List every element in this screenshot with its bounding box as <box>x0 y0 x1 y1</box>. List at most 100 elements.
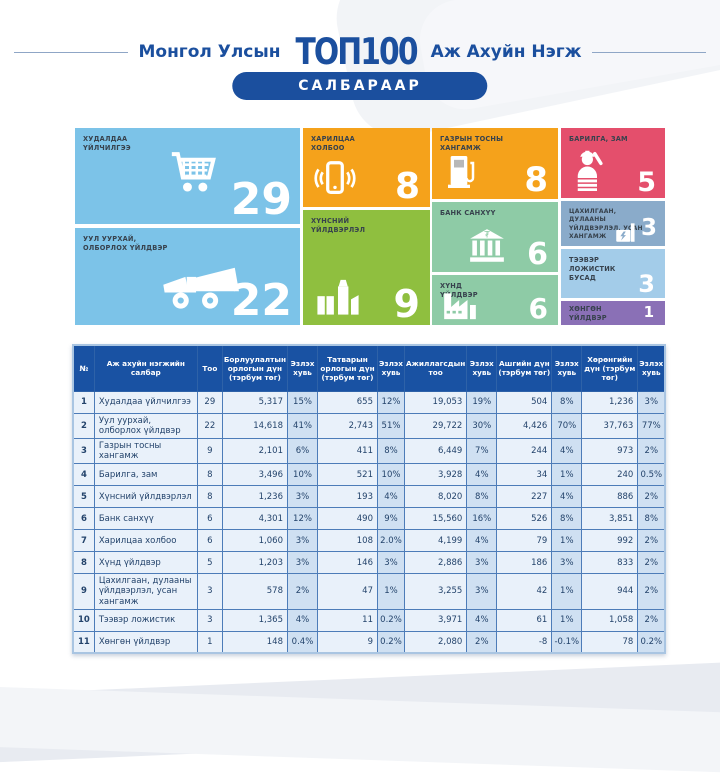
tile-heavy-industry: ХҮНД ҮЙЛДВЭР 6 <box>432 275 558 325</box>
cell-profit_pct: 1% <box>551 529 583 553</box>
cell-assets_pct: 2% <box>637 437 666 465</box>
cell-sector: Барилга, зам <box>93 463 198 487</box>
cell-employees_pct: 4% <box>466 608 498 632</box>
cell-employees_pct: 8% <box>466 485 498 509</box>
cell-tax_pct: 0.2% <box>376 608 405 632</box>
cell-tax_pct: 4% <box>376 485 405 509</box>
cell-count: 5 <box>196 551 223 575</box>
col-employees: Ажиллагсдын тоо <box>403 344 468 392</box>
cell-profit: 42 <box>496 573 553 610</box>
tile-label: ХҮНСНИЙ ҮЙЛДВЭРЛЭЛ <box>311 217 366 235</box>
cell-employees: 2,080 <box>403 630 468 654</box>
cell-assets_pct: 0.2% <box>637 630 666 654</box>
cell-employees: 3,971 <box>403 608 468 632</box>
cell-tax: 146 <box>316 551 378 575</box>
cell-sector: Газрын тосны хангамж <box>93 437 198 465</box>
col-sales-pct: Эзлэх хувь <box>286 344 318 392</box>
sector-table: № Аж ахуйн нэгжийн салбар Тоо Борлуулалт… <box>72 344 667 655</box>
table-header: № Аж ахуйн нэгжийн салбар Тоо Борлуулалт… <box>72 344 666 392</box>
table-row: 8 Хүнд үйлдвэр 5 1,203 3% 146 3% 2,886 3% 186 3% 83… <box>72 551 666 575</box>
cell-assets: 78 <box>581 630 639 654</box>
top100-logo: ТОП100 <box>295 30 418 74</box>
cell-tax_pct: 10% <box>376 463 405 487</box>
cell-employees: 29,722 <box>403 412 468 439</box>
food-containers-icon <box>311 268 365 320</box>
cell-tax_pct: 2.0% <box>376 529 405 553</box>
tile-count: 3 <box>640 215 657 242</box>
cell-profit_pct: 8% <box>551 390 583 414</box>
cell-sales_pct: 0.4% <box>286 630 318 654</box>
title-rule-right <box>591 51 706 53</box>
cell-profit_pct: 4% <box>551 485 583 509</box>
cell-sector: Банк санхүү <box>93 507 198 531</box>
cell-profit_pct: 4% <box>551 437 583 465</box>
cell-profit: -8 <box>496 630 553 654</box>
cell-tax_pct: 0.2% <box>376 630 405 654</box>
tile-count: 1 <box>643 303 654 321</box>
cell-sales_pct: 3% <box>286 529 318 553</box>
tile-label: ХУДАЛДАА ҮЙЛЧИЛГЭЭ <box>83 135 131 153</box>
cell-tax_pct: 1% <box>376 573 405 610</box>
title-suffix: Аж Ахуйн Нэгж <box>430 42 582 62</box>
cell-sector: Тээвэр ложистик <box>93 608 198 632</box>
mobile-phone-icon <box>311 156 359 202</box>
cell-no: 11 <box>72 630 95 654</box>
tile-label: БАРИЛГА, ЗАМ <box>569 135 628 143</box>
tile-petroleum: ГАЗРЫН ТОСНЫ ХАНГАМЖ 8 <box>432 128 558 199</box>
cell-sector: Хөнгөн үйлдвэр <box>93 630 198 654</box>
cell-no: 4 <box>72 463 95 487</box>
table-body: 1 Худалдаа үйлчилгээ 29 5,317 15% 655 12% 19,05… <box>72 390 666 654</box>
table-row: 3 Газрын тосны хангамж 9 2,101 6% 411 8% 6,449 7… <box>72 437 666 465</box>
shopping-cart-icon <box>163 146 225 202</box>
cell-no: 9 <box>72 573 95 610</box>
cell-sales: 1,060 <box>221 529 288 553</box>
bank-icon: ₮ <box>464 224 510 268</box>
cell-sales_pct: 4% <box>286 608 318 632</box>
cell-profit_pct: 1% <box>551 608 583 632</box>
cell-assets: 944 <box>581 573 639 610</box>
cell-sales_pct: 41% <box>286 412 318 439</box>
cell-profit: 186 <box>496 551 553 575</box>
cell-count: 9 <box>196 437 223 465</box>
cell-tax: 655 <box>316 390 378 414</box>
cell-sector: Цахилгаан, дулааны үйлдвэрлэл, усан ханг… <box>93 573 198 610</box>
cell-profit: 227 <box>496 485 553 509</box>
cell-sales: 1,203 <box>221 551 288 575</box>
cell-count: 29 <box>196 390 223 414</box>
cell-profit: 4,426 <box>496 412 553 439</box>
cell-assets: 973 <box>581 437 639 465</box>
cell-sales: 1,365 <box>221 608 288 632</box>
cell-employees_pct: 19% <box>466 390 498 414</box>
cell-assets_pct: 2% <box>637 608 666 632</box>
cell-tax: 490 <box>316 507 378 531</box>
cell-profit_pct: 8% <box>551 507 583 531</box>
cell-employees: 2,886 <box>403 551 468 575</box>
table-row: 1 Худалдаа үйлчилгээ 29 5,317 15% 655 12% 19,05… <box>72 390 666 414</box>
cell-sales: 14,618 <box>221 412 288 439</box>
cell-sales: 1,236 <box>221 485 288 509</box>
mining-truck-icon <box>155 260 247 312</box>
sector-treemap: ХУДАЛДАА ҮЙЛЧИЛГЭЭ 29 УУЛ УУРХАЙ, ОЛБОРЛ… <box>75 128 665 325</box>
cell-count: 3 <box>196 608 223 632</box>
tile-count: 6 <box>528 292 548 325</box>
cell-sector: Харилцаа холбоо <box>93 529 198 553</box>
cell-tax: 411 <box>316 437 378 465</box>
cell-sales: 5,317 <box>221 390 288 414</box>
cell-count: 1 <box>196 630 223 654</box>
cell-no: 5 <box>72 485 95 509</box>
cell-employees: 19,053 <box>403 390 468 414</box>
cell-employees: 4,199 <box>403 529 468 553</box>
cell-sales: 4,301 <box>221 507 288 531</box>
cell-sales: 2,101 <box>221 437 288 465</box>
cell-assets_pct: 2% <box>637 551 666 575</box>
table-header-row: № Аж ахуйн нэгжийн салбар Тоо Борлуулалт… <box>72 344 666 392</box>
cell-sales: 578 <box>221 573 288 610</box>
cell-no: 1 <box>72 390 95 414</box>
cell-employees_pct: 16% <box>466 507 498 531</box>
cell-no: 2 <box>72 412 95 439</box>
cell-no: 3 <box>72 437 95 465</box>
cell-employees_pct: 4% <box>466 529 498 553</box>
tile-label: ТЭЭВЭР ЛОЖИСТИК БУСАД <box>569 256 616 283</box>
cell-tax_pct: 3% <box>376 551 405 575</box>
cell-count: 6 <box>196 507 223 531</box>
